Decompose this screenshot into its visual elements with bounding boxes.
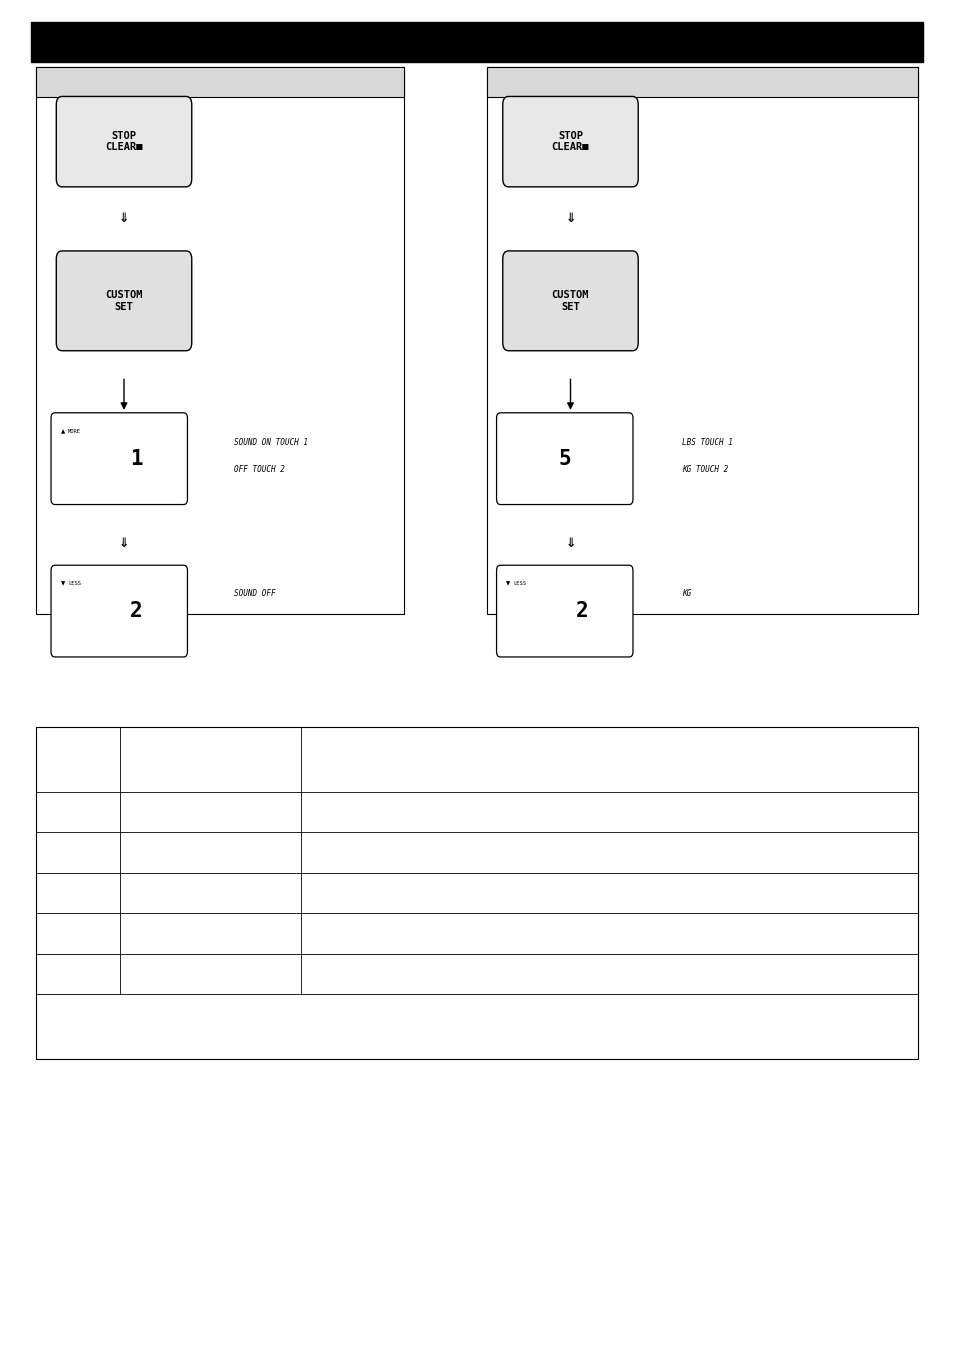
Text: ⇓: ⇓ xyxy=(564,537,576,550)
Text: MORE: MORE xyxy=(69,429,81,434)
Text: SOUND ON TOUCH 1: SOUND ON TOUCH 1 xyxy=(233,438,308,447)
Bar xyxy=(36,67,403,614)
Text: LESS: LESS xyxy=(69,581,81,587)
Text: 2: 2 xyxy=(130,602,143,621)
Text: 2: 2 xyxy=(575,602,588,621)
Bar xyxy=(486,67,917,97)
Bar xyxy=(36,67,403,97)
Text: STOP
CLEAR■: STOP CLEAR■ xyxy=(551,131,589,152)
Text: CUSTOM
SET: CUSTOM SET xyxy=(551,290,589,312)
Text: ▼: ▼ xyxy=(61,581,65,587)
Text: ⇓: ⇓ xyxy=(118,212,130,225)
FancyBboxPatch shape xyxy=(496,413,633,505)
Text: STOP
CLEAR■: STOP CLEAR■ xyxy=(105,131,143,152)
Bar xyxy=(486,67,917,614)
FancyBboxPatch shape xyxy=(56,251,192,351)
Text: 1: 1 xyxy=(130,449,143,468)
Text: ▼: ▼ xyxy=(505,581,510,587)
Text: ⇓: ⇓ xyxy=(118,537,130,550)
Bar xyxy=(36,727,917,1059)
Text: KG TOUCH 2: KG TOUCH 2 xyxy=(681,465,727,473)
Text: SOUND OFF: SOUND OFF xyxy=(233,590,275,598)
FancyBboxPatch shape xyxy=(51,413,187,505)
Text: ⇓: ⇓ xyxy=(564,212,576,225)
Text: 5: 5 xyxy=(558,449,571,468)
Text: KG: KG xyxy=(681,590,691,598)
FancyBboxPatch shape xyxy=(51,565,187,657)
Text: OFF TOUCH 2: OFF TOUCH 2 xyxy=(233,465,284,473)
Text: LBS TOUCH 1: LBS TOUCH 1 xyxy=(681,438,732,447)
Bar xyxy=(30,22,923,62)
Text: ▲: ▲ xyxy=(61,429,65,434)
Text: LESS: LESS xyxy=(513,581,526,587)
FancyBboxPatch shape xyxy=(502,96,638,186)
FancyBboxPatch shape xyxy=(496,565,633,657)
FancyBboxPatch shape xyxy=(56,96,192,186)
FancyBboxPatch shape xyxy=(502,251,638,351)
Text: CUSTOM
SET: CUSTOM SET xyxy=(105,290,143,312)
